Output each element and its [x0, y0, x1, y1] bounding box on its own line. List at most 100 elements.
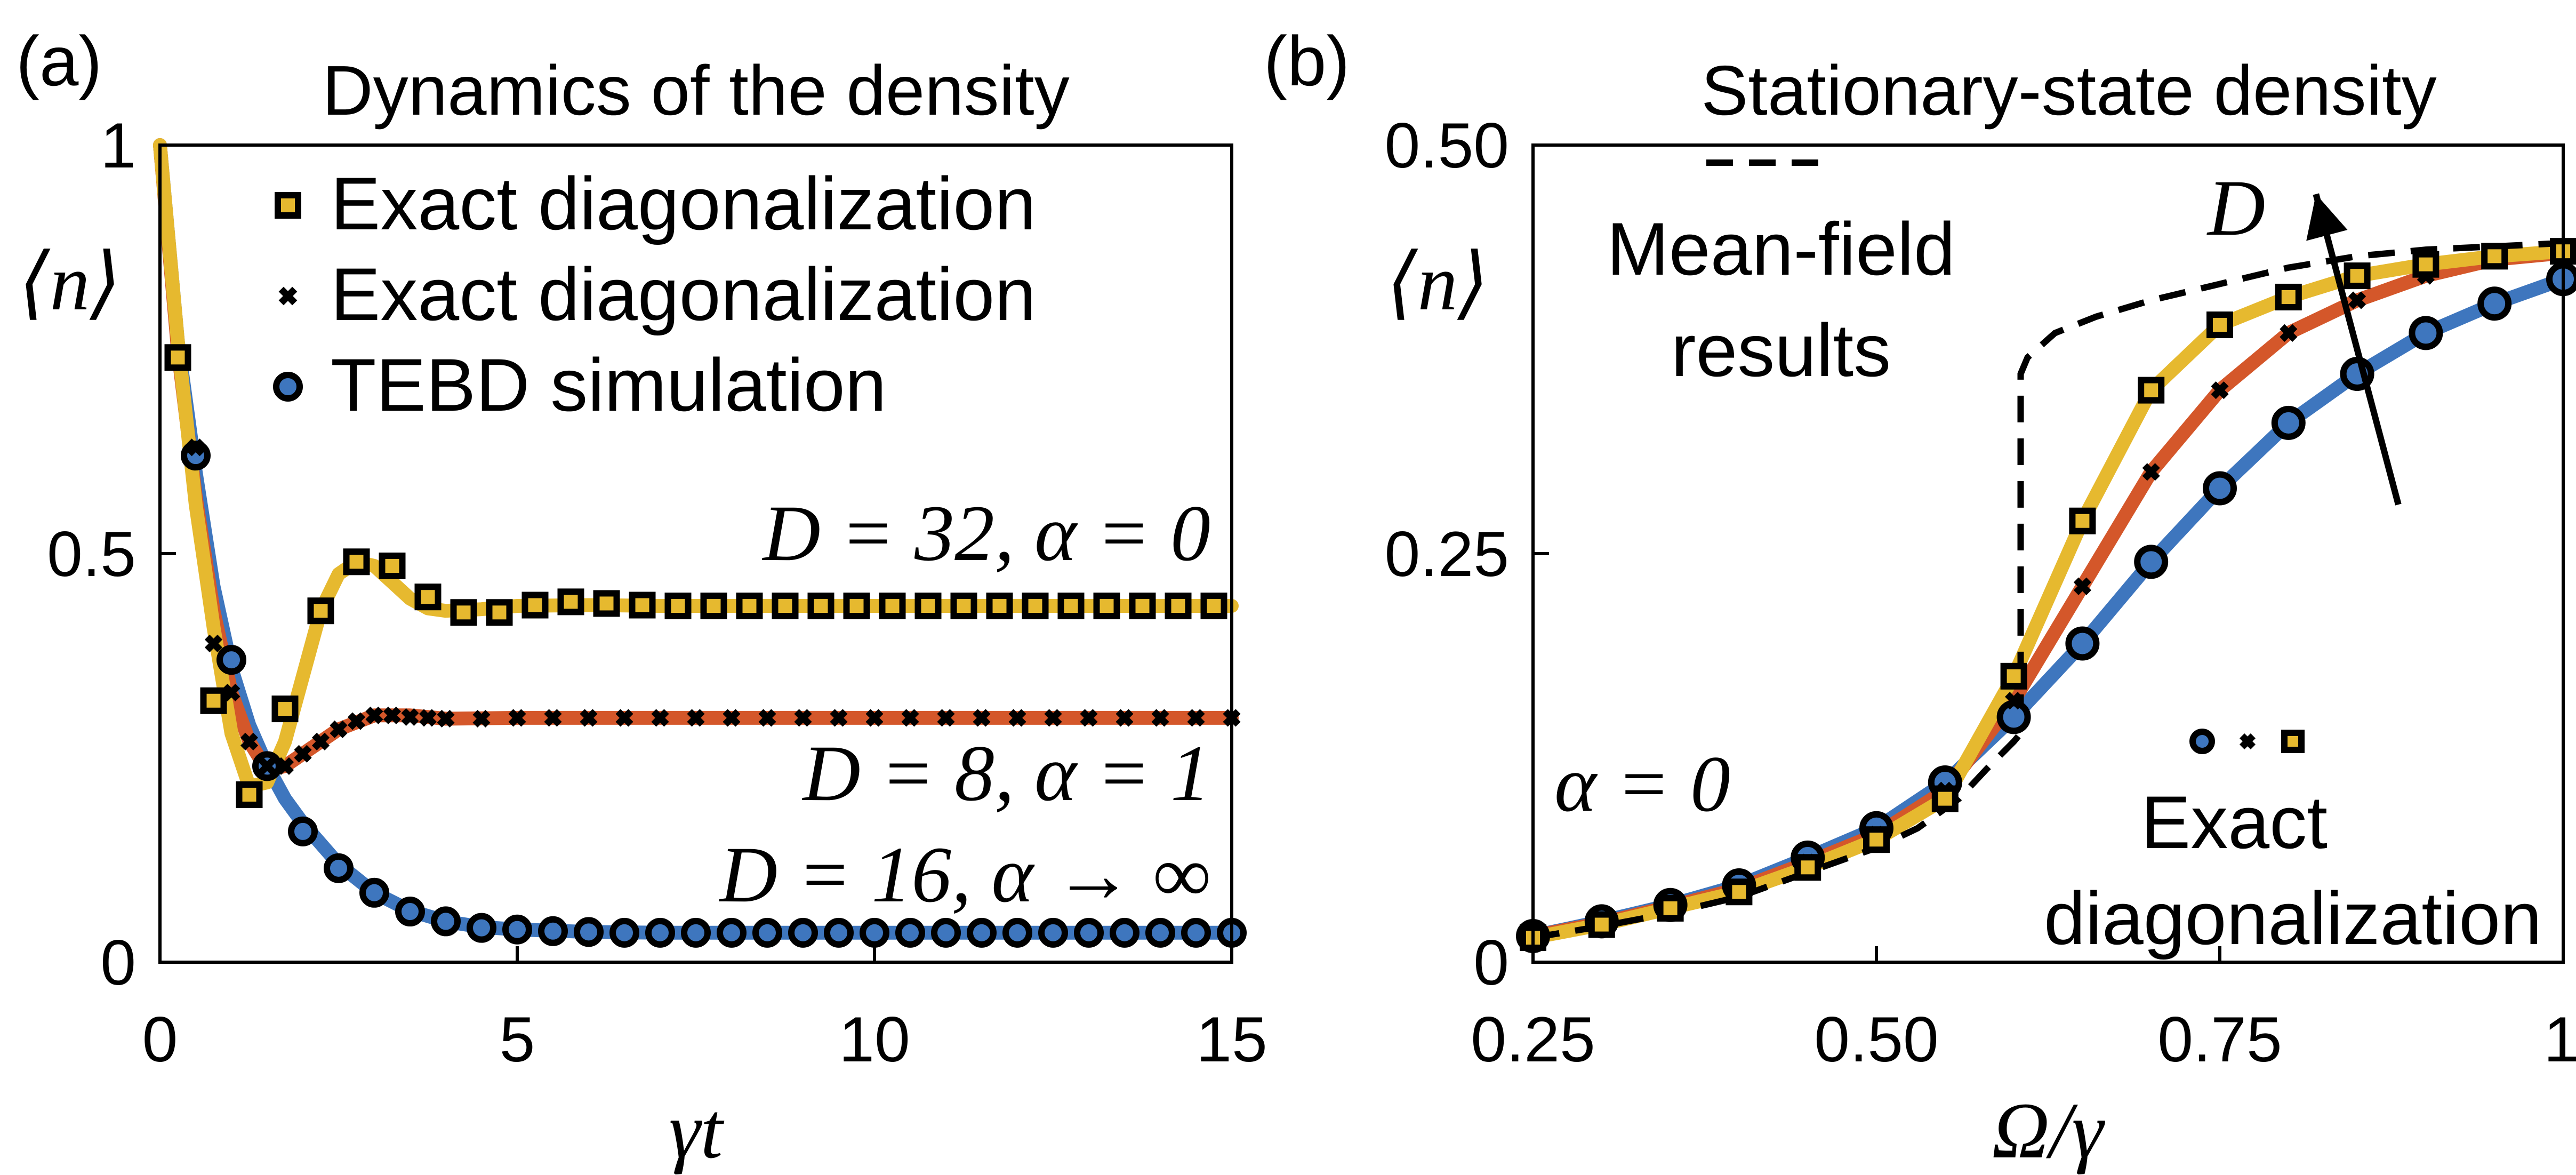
marker-square — [986, 593, 1013, 620]
marker-square — [879, 593, 906, 620]
marker-square — [1726, 878, 1753, 906]
marker-cross — [2005, 692, 2023, 710]
marker-circle — [895, 917, 925, 948]
marker-cross — [2142, 463, 2160, 481]
x-tick-label: 0 — [142, 1004, 178, 1075]
marker-cross — [1044, 709, 1062, 727]
marker-circle — [2134, 545, 2169, 579]
legend-exact-line2: diagonalization — [2044, 876, 2542, 960]
marker-circle — [681, 917, 711, 948]
marker-square — [1931, 785, 1959, 812]
marker-cross — [258, 757, 276, 775]
panel-b: (b) Stationary-state density 0.25 0.50 0.7… — [1264, 22, 2576, 1175]
marker-cross — [2280, 324, 2298, 342]
legend-cross-icon — [278, 286, 298, 306]
marker-square — [343, 548, 370, 575]
marker-square — [2275, 283, 2302, 310]
marker-square — [914, 593, 942, 620]
marker-cross — [401, 708, 419, 726]
marker-cross — [580, 709, 598, 727]
marker-square — [271, 696, 299, 723]
marker-square — [950, 593, 977, 620]
marker-cross — [937, 709, 955, 727]
annotation-d16: D = 16, α → ∞ — [719, 830, 1210, 919]
marker-square — [1129, 593, 1156, 620]
marker-square — [1863, 826, 1890, 853]
marker-cross — [365, 706, 383, 724]
legend-exact-line1: Exact — [2141, 780, 2328, 864]
legend-marker-circle — [2189, 729, 2215, 754]
legend-label-exact-diag-square: Exact diagonalization — [331, 162, 1036, 245]
panel-b-title: Stationary-state density — [1701, 51, 2436, 130]
panel-b-meanfield-legend: Mean-field results — [1607, 159, 1955, 392]
panel-b-label: (b) — [1264, 22, 1350, 100]
annotation-d8: D = 8, α = 1 — [801, 729, 1210, 818]
marker-cross — [723, 709, 741, 727]
x-tick-label: 10 — [839, 1004, 910, 1075]
marker-cross — [615, 709, 633, 727]
marker-cross — [1080, 709, 1098, 727]
marker-cross — [508, 709, 526, 727]
marker-cross — [1116, 709, 1134, 727]
panel-b-curves — [1526, 239, 2570, 945]
marker-square — [2344, 262, 2371, 290]
marker-circle — [2065, 626, 2100, 661]
marker-square — [2000, 662, 2027, 690]
marker-square — [629, 592, 656, 619]
marker-cross — [2073, 577, 2091, 595]
marker-circle — [2409, 316, 2443, 350]
marker-circle — [824, 917, 854, 948]
panel-b-markers — [1516, 238, 2576, 953]
marker-cross — [651, 709, 669, 727]
panel-b-ticks: 0.25 0.50 0.75 100.250.50 — [1384, 110, 2576, 1075]
marker-cross — [347, 712, 366, 730]
marker-cross — [187, 438, 205, 457]
marker-square — [664, 593, 692, 620]
marker-cross — [544, 709, 562, 727]
marker-square — [843, 593, 870, 620]
legend-meanfield-line1: Mean-field — [1607, 207, 1955, 291]
marker-square — [2412, 251, 2439, 278]
arrow-shaft — [2313, 193, 2402, 506]
marker-square — [486, 599, 513, 626]
x-tick-label: 1 — [2543, 1004, 2576, 1075]
legend-square-icon — [275, 192, 301, 219]
marker-circle — [645, 917, 675, 948]
legend-marker-symbols — [2189, 729, 2305, 754]
legend-circle-icon — [273, 372, 303, 402]
marker-circle — [1181, 917, 1211, 948]
marker-square — [307, 597, 334, 625]
marker-cross — [901, 709, 919, 727]
marker-circle — [1996, 700, 2031, 734]
marker-square — [164, 344, 191, 371]
marker-cross — [472, 709, 491, 728]
x-tick-label: 0.50 — [1814, 1004, 1939, 1075]
marker-circle — [1145, 917, 1175, 948]
marker-cross — [830, 709, 848, 727]
marker-cross — [2211, 381, 2229, 399]
panel-a-title: Dynamics of the density — [322, 51, 1069, 130]
marker-cross — [1008, 709, 1026, 727]
panel-a-xlabel: γt — [669, 1086, 725, 1175]
x-tick-label: 15 — [1196, 1004, 1267, 1075]
marker-square — [807, 593, 834, 620]
marker-cross — [240, 732, 259, 750]
y-tick-label: 0 — [100, 927, 136, 998]
panel-a-ylabel: ⟨n⟩ — [19, 238, 121, 327]
arrow-head-icon — [2306, 194, 2348, 241]
marker-square — [1657, 894, 1684, 922]
marker-circle — [359, 877, 389, 908]
panel-a: (a) Dynamics of the density 0 5 10 1500.51 … — [16, 22, 1267, 1175]
marker-circle — [1074, 917, 1104, 948]
marker-cross — [419, 709, 437, 727]
marker-circle — [431, 906, 461, 937]
marker-circle — [931, 917, 961, 948]
marker-cross — [973, 709, 991, 727]
marker-square — [2206, 311, 2233, 339]
panel-a-markers — [164, 344, 1247, 948]
marker-circle — [288, 816, 318, 846]
marker-circle — [788, 917, 818, 948]
marker-cross — [758, 709, 776, 727]
marker-square — [700, 593, 727, 620]
